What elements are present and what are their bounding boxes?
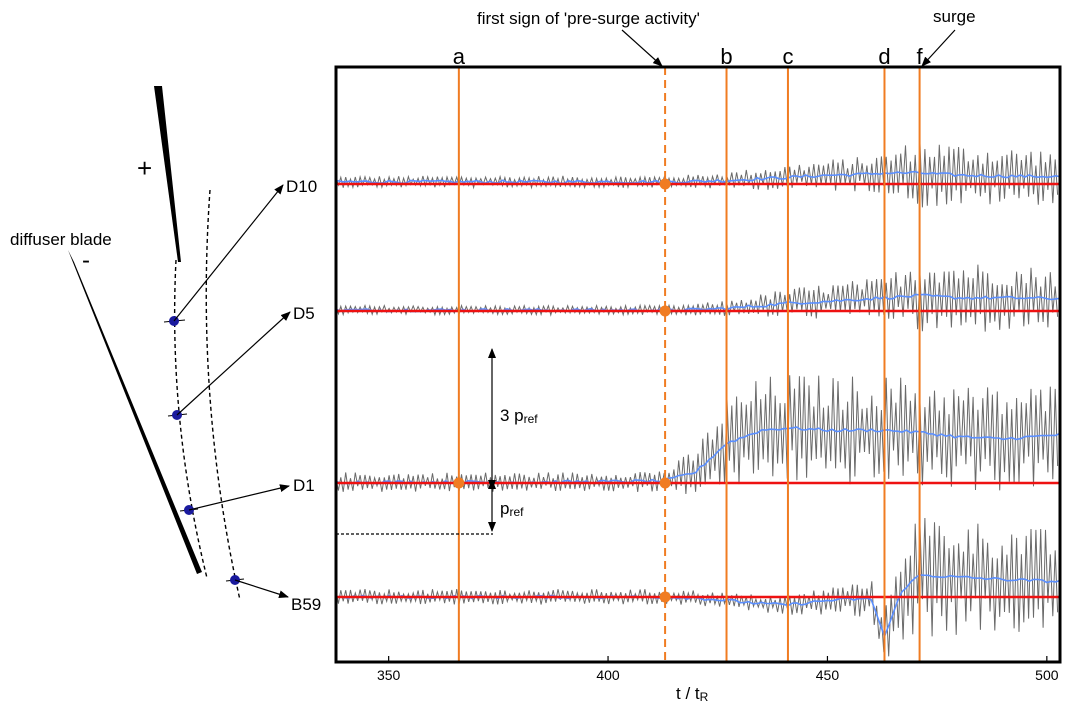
pre-surge-dot-d1 xyxy=(659,477,671,489)
event-label-f: f xyxy=(917,44,924,69)
minus-sign: - xyxy=(82,247,90,274)
event-a-dot-d1 xyxy=(453,477,465,489)
mean-b59 xyxy=(335,574,1061,639)
probe-d5-arrow xyxy=(176,311,291,416)
x-axis: 350 400 450 500 xyxy=(377,656,1059,683)
amplitude-3pref-label: 3 pref xyxy=(500,406,538,426)
x-tick-label-500: 500 xyxy=(1035,667,1059,683)
signal-b59 xyxy=(335,517,1059,657)
probe-d1-label: D1 xyxy=(293,476,315,495)
signal-d10 xyxy=(335,143,1059,208)
surge-pointer xyxy=(921,29,956,67)
x-tick-label-350: 350 xyxy=(377,667,401,683)
surge-annotation: surge xyxy=(933,7,976,26)
mean-d5 xyxy=(335,293,1061,313)
signal-d5 xyxy=(335,264,1059,332)
amplitude-annotation: 3 pref pref xyxy=(336,348,538,535)
probe-b59-arrow xyxy=(234,579,289,599)
event-label-a: a xyxy=(453,44,466,69)
probe-d1-arrow xyxy=(188,484,290,511)
probe-d10-arrow xyxy=(173,184,284,322)
event-label-d: d xyxy=(878,44,890,69)
plot-frame xyxy=(334,65,1062,664)
probe-d10-label: D10 xyxy=(286,177,317,196)
diffuser-blade-label: diffuser blade xyxy=(10,230,112,249)
plus-sign: + xyxy=(137,153,152,183)
pre-surge-dot-d5 xyxy=(659,305,671,317)
pre-surge-annotation: first sign of 'pre-surge activity' xyxy=(477,9,700,28)
probe-d5-label: D5 xyxy=(293,304,315,323)
x-tick-label-450: 450 xyxy=(816,667,840,683)
outer-dashed-arc xyxy=(205,189,241,601)
pre-surge-pointer xyxy=(621,29,663,67)
left-diagram: + - diffuser blade D10 D5 D1 B59 xyxy=(10,86,321,614)
plot-area xyxy=(335,143,1061,657)
probe-b59-label: B59 xyxy=(291,595,321,614)
amplitude-pref-label: pref xyxy=(500,499,524,519)
pre-surge-dot-b59 xyxy=(659,591,671,603)
diffuser-blade-lower xyxy=(68,250,202,574)
pre-surge-dot-d10 xyxy=(659,178,671,190)
event-label-c: c xyxy=(782,44,793,69)
mean-d10 xyxy=(335,170,1061,185)
x-axis-label: t / tR xyxy=(676,684,709,704)
x-tick-label-400: 400 xyxy=(596,667,620,683)
diffuser-blade-upper xyxy=(154,86,181,262)
event-label-b: b xyxy=(720,44,732,69)
